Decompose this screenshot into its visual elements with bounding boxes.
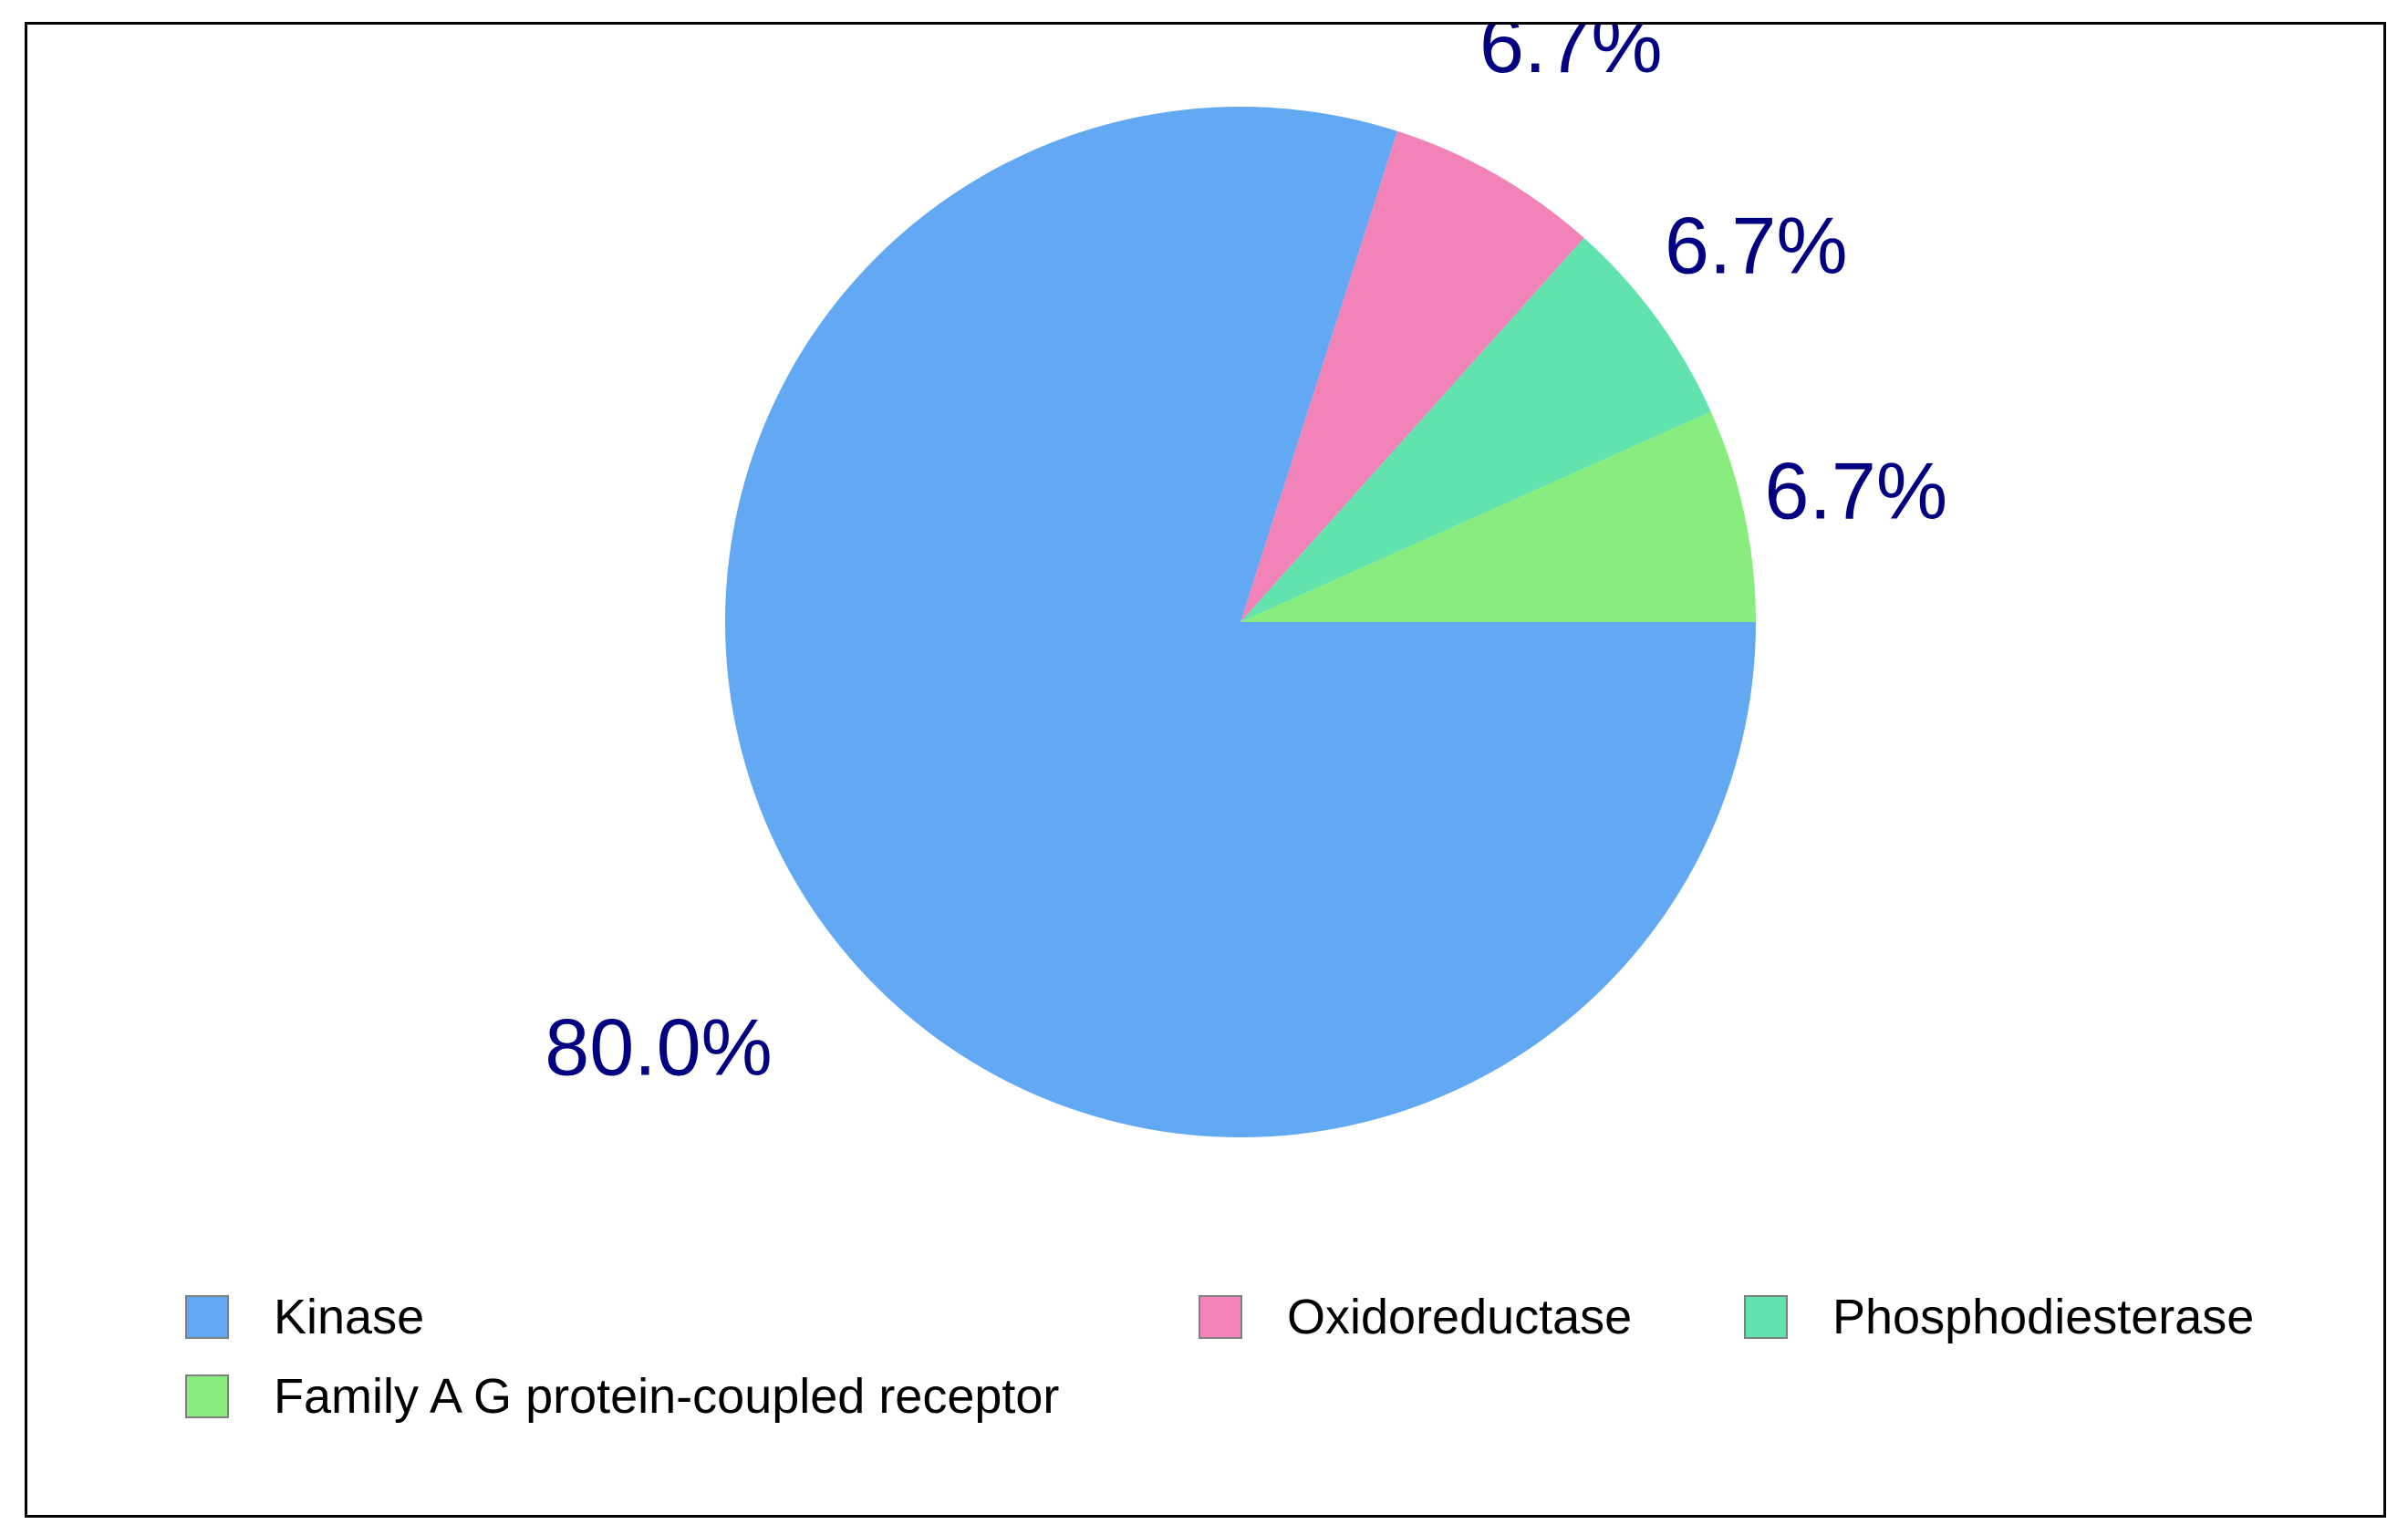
pie-slice-family-a-g-protein-coupled-receptor [1240, 411, 1756, 622]
slice-label-oxidoreductase: 6.7% [1479, 25, 1663, 89]
legend-item-oxidoreductase: Oxidoreductase [1199, 1290, 1632, 1344]
legend-item-phosphodiesterase: Phosphodiesterase [1744, 1290, 2254, 1344]
legend-swatch-family-a-g-protein-coupled-receptor [185, 1374, 229, 1418]
legend-item-family-a-g-protein-coupled-receptor: Family A G protein-coupled receptor [185, 1369, 1059, 1424]
legend-swatch-oxidoreductase [1199, 1295, 1242, 1339]
slice-label-family-a-g-protein-coupled-receptor: 6.7% [1765, 445, 1948, 535]
legend: Kinase Oxidoreductase Phosphodiesterase Fam… [185, 1290, 2254, 1424]
legend-swatch-phosphodiesterase [1744, 1295, 1788, 1339]
slice-labels: 80.0% 6.7% 6.7% 6.7% [545, 25, 1947, 1092]
pie-slices [724, 106, 1756, 1138]
slice-label-phosphodiesterase: 6.7% [1665, 201, 1848, 291]
slice-label-kinase: 80.0% [545, 1001, 773, 1092]
legend-label-family-a-g-protein-coupled-receptor: Family A G protein-coupled receptor [274, 1369, 1059, 1424]
chart-frame: 80.0% 6.7% 6.7% 6.7% Kinase Oxidoreductase Ph… [25, 22, 2386, 1518]
pie-slice-phosphodiesterase [1240, 237, 1711, 622]
legend-label-phosphodiesterase: Phosphodiesterase [1832, 1290, 2254, 1344]
legend-swatch-kinase [185, 1295, 229, 1339]
legend-label-kinase: Kinase [274, 1290, 424, 1344]
pie-chart: 80.0% 6.7% 6.7% 6.7% Kinase Oxidoreductase Ph… [185, 25, 2254, 1424]
legend-label-oxidoreductase: Oxidoreductase [1287, 1290, 1632, 1344]
pie-slice-oxidoreductase [1240, 130, 1584, 623]
legend-item-kinase: Kinase [185, 1290, 424, 1344]
